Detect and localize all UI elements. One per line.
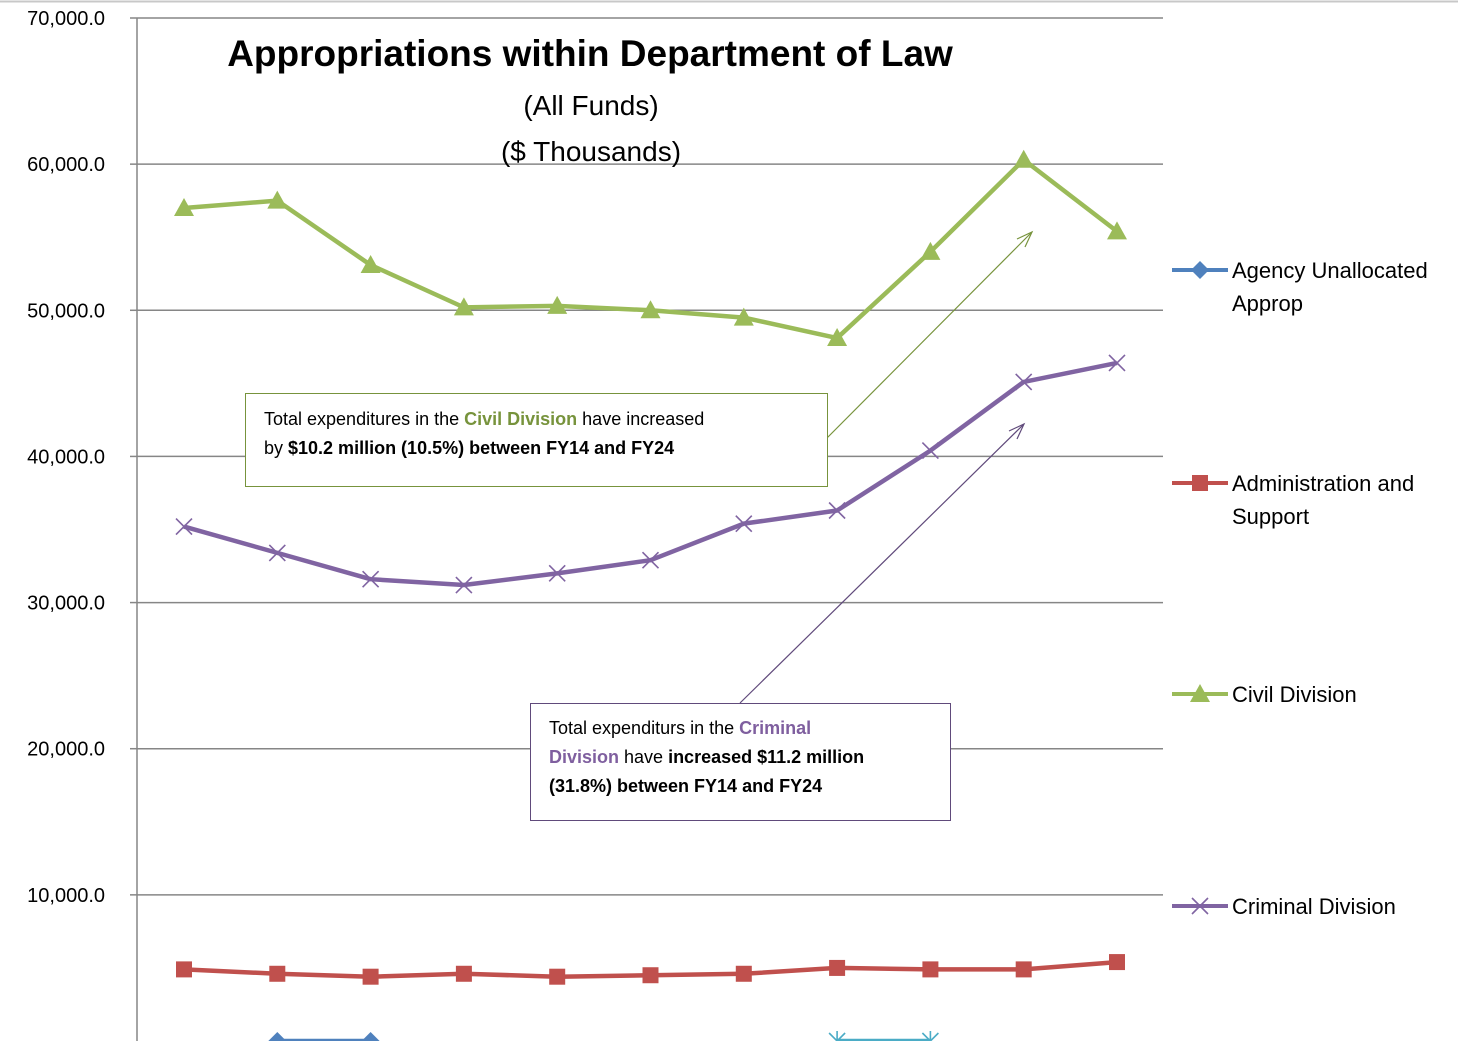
criminal-division-annotation: Total expenditurs in the Criminal Divisi… bbox=[530, 703, 951, 821]
data-point bbox=[1013, 149, 1034, 168]
data-point bbox=[362, 570, 380, 588]
data-point bbox=[455, 965, 472, 982]
data-point bbox=[547, 295, 568, 314]
legend-label: Agency Unallocated bbox=[1232, 258, 1428, 283]
civil-division-annotation: Total expenditures in the Civil Division… bbox=[245, 393, 828, 487]
data-point bbox=[640, 300, 661, 319]
legend-item: Civil Division bbox=[1172, 682, 1357, 707]
data-point bbox=[641, 551, 660, 569]
data-point bbox=[1107, 221, 1127, 240]
data-point bbox=[1108, 354, 1126, 372]
division-highlight: Division bbox=[549, 747, 620, 767]
data-point bbox=[549, 968, 566, 985]
data-point bbox=[268, 544, 286, 562]
data-point bbox=[733, 307, 754, 326]
legend-marker bbox=[1191, 897, 1209, 915]
legend-label: Administration and bbox=[1232, 471, 1414, 496]
y-tick-label: 20,000.0 bbox=[27, 739, 105, 761]
series-1 bbox=[176, 954, 1125, 985]
legend-label: Civil Division bbox=[1232, 682, 1357, 707]
data-point bbox=[828, 501, 846, 520]
legend-label: Approp bbox=[1232, 291, 1303, 316]
series-4 bbox=[828, 1031, 939, 1041]
y-tick-label: 40,000.0 bbox=[27, 446, 105, 468]
civil-division-highlight: Civil Division bbox=[464, 409, 578, 429]
data-point bbox=[174, 197, 194, 216]
data-point bbox=[175, 518, 193, 536]
data-point bbox=[828, 1031, 846, 1041]
chart-subtitle-units: ($ Thousands) bbox=[501, 136, 681, 167]
civil-annotation-arrow bbox=[826, 231, 1033, 439]
data-point bbox=[362, 968, 379, 985]
series-0 bbox=[268, 1032, 380, 1041]
legend-label: Criminal Division bbox=[1232, 894, 1396, 919]
data-point bbox=[829, 959, 846, 976]
criminal-annotation-arrow bbox=[739, 423, 1025, 704]
data-point bbox=[642, 967, 659, 984]
data-point bbox=[269, 965, 286, 982]
data-point bbox=[827, 328, 848, 347]
y-tick-label: 70,000.0 bbox=[27, 8, 105, 30]
series-layer bbox=[174, 149, 1127, 1041]
data-point bbox=[453, 297, 474, 316]
legend-label: Support bbox=[1232, 504, 1309, 529]
legend-marker bbox=[1192, 475, 1208, 491]
chart-subtitle-funds: (All Funds) bbox=[523, 90, 658, 121]
data-point bbox=[267, 190, 288, 209]
data-point bbox=[735, 515, 753, 533]
data-point bbox=[1015, 373, 1033, 391]
data-point bbox=[921, 1031, 939, 1041]
data-point bbox=[921, 442, 939, 460]
data-point bbox=[922, 961, 939, 978]
data-point bbox=[548, 564, 566, 582]
data-point bbox=[455, 576, 473, 594]
legend-item: Criminal Division bbox=[1172, 894, 1396, 919]
criminal-highlight: Criminal bbox=[739, 718, 812, 738]
data-point bbox=[735, 965, 752, 982]
data-point bbox=[1015, 961, 1032, 978]
legend-marker bbox=[1191, 261, 1209, 279]
y-axis-ticks: 70,000.0 60,000.0 50,000.0 40,000.0 30,000.0… bbox=[27, 8, 137, 907]
y-tick-label: 50,000.0 bbox=[27, 300, 105, 322]
legend-item: Administration and Support bbox=[1172, 471, 1414, 529]
civil-arrowhead bbox=[1016, 230, 1034, 248]
legend-item: Agency Unallocated Approp bbox=[1172, 258, 1428, 316]
criminal-arrowhead bbox=[1008, 422, 1026, 440]
y-tick-label: 60,000.0 bbox=[27, 154, 105, 176]
data-point bbox=[1109, 954, 1125, 971]
data-point bbox=[361, 1032, 380, 1041]
y-tick-label: 30,000.0 bbox=[27, 593, 105, 615]
chart-title: Appropriations within Department of Law bbox=[227, 33, 953, 74]
series-2 bbox=[174, 149, 1127, 347]
legend: Agency Unallocated Approp Administration a… bbox=[1172, 258, 1428, 919]
data-point bbox=[176, 961, 192, 978]
data-point bbox=[268, 1032, 287, 1041]
data-point bbox=[920, 241, 941, 260]
series-3 bbox=[175, 354, 1126, 594]
y-tick-label: 10,000.0 bbox=[27, 885, 105, 907]
legend-marker bbox=[1190, 684, 1210, 702]
data-point bbox=[360, 254, 381, 273]
